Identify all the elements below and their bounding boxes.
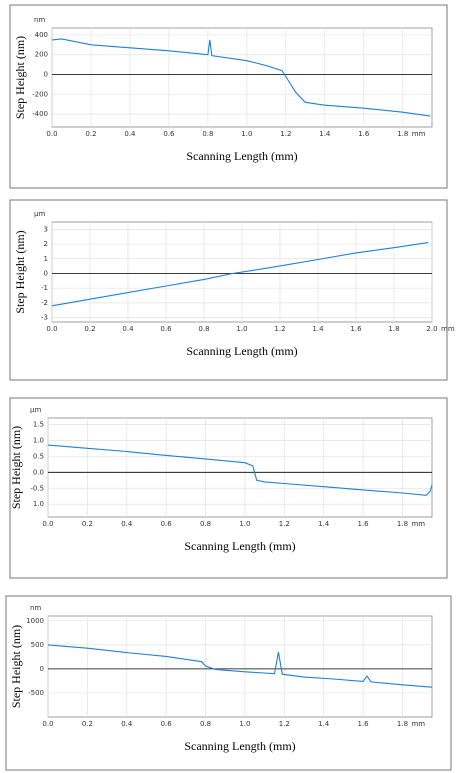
x-tick-label: 0.6 xyxy=(161,720,173,728)
panel-border xyxy=(9,397,448,579)
x-tick-label: 0.2 xyxy=(84,325,95,333)
x-tick-label: 0.6 xyxy=(160,325,172,333)
panel-border xyxy=(9,4,448,189)
y-tick-label: 1 xyxy=(44,255,48,263)
x-tick-label: 1.0 xyxy=(239,720,250,728)
x-tick-label: 1.6 xyxy=(350,325,362,333)
x-tick-label: 1.6 xyxy=(358,720,370,728)
x-tick-label: 0.4 xyxy=(124,130,136,138)
y-unit: µm xyxy=(34,210,45,218)
plot-area xyxy=(51,27,433,128)
plot-area xyxy=(47,615,433,718)
x-tick-label: 2.0 xyxy=(426,325,437,333)
x-axis-title: Scanning Length (mm) xyxy=(186,344,297,358)
x-axis-title: Scanning Length (mm) xyxy=(184,539,295,553)
plot-area xyxy=(47,417,433,518)
x-axis-title: Scanning Length (mm) xyxy=(186,149,297,163)
panel: 400 200 0 -200 -400 0.0 0.2 0.4 0.6 0.8 1.0 1.2 1.4 1… xyxy=(9,4,448,189)
y-axis-title: Step Height (nm) xyxy=(9,625,23,708)
profile-line xyxy=(47,444,433,496)
panel-border xyxy=(9,199,448,381)
y-tick-label: 0 xyxy=(44,269,48,277)
y-tick-label: 1.5 xyxy=(33,420,44,428)
panel: 3 2 1 0 -1 -2 -3 0.0 0.2 0.4 0.6 0.8 1.0 1.2 1.4 1.6 1.8… xyxy=(9,199,455,381)
y-axis-title: Step Height (nm) xyxy=(13,36,27,119)
profile-line xyxy=(47,644,433,688)
y-tick-label: 200 xyxy=(35,51,48,59)
x-unit: mm xyxy=(411,520,425,528)
x-tick-label: 1.0 xyxy=(239,520,250,528)
y-tick-label: 400 xyxy=(35,31,48,39)
x-tick-label: 1.6 xyxy=(358,520,370,528)
y-tick-label: -400 xyxy=(32,110,48,118)
y-tick-label: 0.5 xyxy=(33,452,44,460)
x-tick-label: 1.2 xyxy=(274,325,285,333)
x-unit: mm xyxy=(441,325,455,333)
x-tick-label: 0.4 xyxy=(121,720,133,728)
y-tick-label: -200 xyxy=(32,90,48,98)
y-tick-label: 2 xyxy=(44,240,48,248)
x-tick-label: 1.6 xyxy=(358,130,370,138)
x-axis-title: Scanning Length (mm) xyxy=(184,739,295,753)
y-unit: µm xyxy=(30,406,41,414)
y-unit: nm xyxy=(30,604,41,612)
x-tick-label: 1.4 xyxy=(318,520,330,528)
y-tick-label: 0 xyxy=(40,665,44,673)
x-tick-label: 1.4 xyxy=(319,130,331,138)
x-tick-label: 0.0 xyxy=(42,520,53,528)
x-unit: mm xyxy=(411,720,425,728)
x-tick-label: 1.0 xyxy=(236,325,247,333)
y-tick-label: -3 xyxy=(41,314,48,322)
x-tick-label: 1.8 xyxy=(397,520,408,528)
y-axis-title: Step Height (nm) xyxy=(9,426,23,509)
y-tick-label: 1000 xyxy=(26,617,44,625)
x-tick-label: 0.0 xyxy=(46,325,57,333)
x-tick-label: 1.2 xyxy=(279,520,290,528)
x-tick-label: 0.4 xyxy=(122,325,134,333)
x-tick-label: 1.4 xyxy=(318,720,330,728)
y-tick-label: 500 xyxy=(31,641,44,649)
x-tick-label: 1.8 xyxy=(397,130,408,138)
x-unit: mm xyxy=(412,130,426,138)
x-tick-label: 0.2 xyxy=(82,520,93,528)
x-tick-label: 1.2 xyxy=(280,130,291,138)
x-tick-label: 0.8 xyxy=(200,520,211,528)
x-tick-label: 0.8 xyxy=(200,720,211,728)
y-tick-label: -500 xyxy=(28,689,44,697)
x-tick-label: 0.2 xyxy=(82,720,93,728)
x-tick-label: 1.2 xyxy=(279,720,290,728)
y-tick-label: -1 xyxy=(41,284,48,292)
x-tick-label: 1.8 xyxy=(397,720,408,728)
y-axis-title: Step Height (nm) xyxy=(13,230,27,313)
panel-border xyxy=(5,595,452,771)
y-tick-label: -0.5 xyxy=(30,484,44,492)
y-tick-label: -2 xyxy=(41,299,48,307)
x-tick-label: 1.0 xyxy=(241,130,252,138)
y-tick-label: 3 xyxy=(44,225,48,233)
profile-line xyxy=(51,242,429,307)
x-tick-label: 0.6 xyxy=(161,520,173,528)
y-unit: nm xyxy=(34,16,45,24)
x-tick-label: 1.4 xyxy=(312,325,324,333)
panel: 1000 500 0 -500 0.0 0.2 0.4 0.6 0.8 1.0 1.2 1.4 1.6 1… xyxy=(5,595,452,771)
x-tick-label: 0.4 xyxy=(121,520,133,528)
y-tick-label: 0.0 xyxy=(33,468,44,476)
panel: 1.5 1.0 0.5 0.0 -0.5 1.0 0.0 0.2 0.4 0.6 0.8 1.0 1.2… xyxy=(9,397,448,579)
x-tick-label: 0.2 xyxy=(85,130,96,138)
x-tick-label: 0.0 xyxy=(46,130,57,138)
x-tick-label: 0.8 xyxy=(198,325,209,333)
profile-line xyxy=(51,38,431,117)
x-tick-label: 0.6 xyxy=(163,130,175,138)
y-tick-label: 0 xyxy=(44,71,48,79)
x-tick-label: 0.0 xyxy=(42,720,53,728)
x-tick-label: 1.8 xyxy=(388,325,399,333)
y-tick-label: 1.0 xyxy=(33,500,44,508)
x-tick-label: 0.8 xyxy=(202,130,213,138)
y-tick-label: 1.0 xyxy=(33,436,44,444)
